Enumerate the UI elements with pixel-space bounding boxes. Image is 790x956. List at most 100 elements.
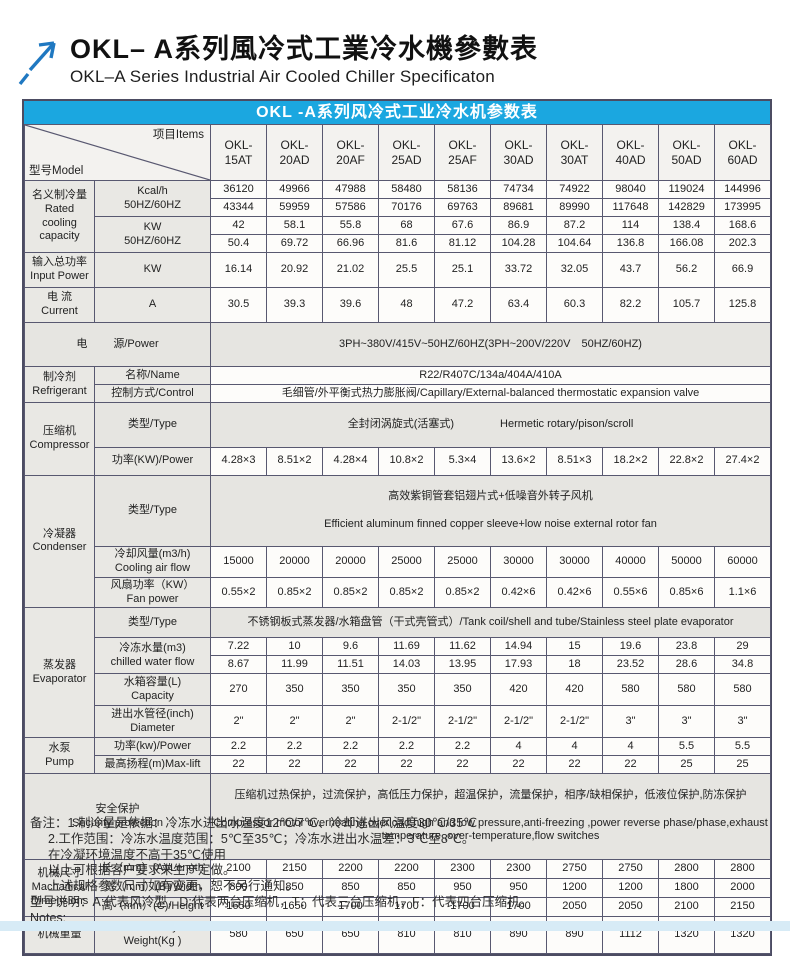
value-cell: 104.28 bbox=[490, 234, 547, 253]
value-cell: 10 bbox=[266, 637, 323, 657]
value-cell: 13.6×2 bbox=[490, 446, 547, 476]
value-cell: 70176 bbox=[378, 198, 435, 217]
value-cell: 2050 bbox=[546, 896, 603, 917]
value-cell: 32.05 bbox=[546, 252, 603, 288]
refrigerant-name-value: R22/R407C/134a/404A/410A bbox=[210, 366, 771, 386]
value-cell: 15 bbox=[546, 637, 603, 657]
rated-category: 名义制冷量 Rated cooling capacity bbox=[24, 180, 95, 253]
rated-kcal-label: Kcal/h 50HZ/60HZ bbox=[94, 180, 211, 217]
power-supply-value: 3PH~380V/415V~50HZ/60HZ(3PH~200V/220V 50… bbox=[210, 321, 771, 368]
value-cell: 25000 bbox=[378, 546, 435, 578]
compressor-type-en: Hermetic rotary/pison/scroll bbox=[500, 418, 634, 430]
value-cell: 1650 bbox=[210, 896, 267, 917]
value-cell: 57586 bbox=[322, 198, 379, 217]
model-column-header: OKL-20AD bbox=[266, 124, 323, 181]
value-cell: 13.95 bbox=[434, 655, 491, 675]
value-cell: 63.4 bbox=[490, 287, 547, 323]
row-condenser-fan: 风扇功率（KW） Fan power 0.55×2 0.85×2 0.85×2 0.8… bbox=[25, 576, 771, 609]
document-header: OKL– A系列風冷式工業冷水機參數表 OKL–A Series Industr… bbox=[18, 34, 538, 88]
dim-height-label: 高（mm）(C)/Height bbox=[94, 896, 211, 917]
value-cell: 22.8×2 bbox=[658, 446, 715, 476]
dim-length-label: 长（mm）(A)/Length bbox=[94, 858, 211, 879]
corner-items-label: 项目Items bbox=[152, 129, 204, 141]
security-value: 压缩机过热保护，过流保护，高低压力保护，超温保护，流量保护，相序/缺相保护，低液… bbox=[210, 773, 771, 860]
refrigerant-control-label: 控制方式/Control bbox=[94, 384, 211, 404]
value-cell: 69.72 bbox=[266, 234, 323, 253]
spec-table-grid: 型号Model 项目Items OKL-15AT OKL-20AD OKL-20AF… bbox=[24, 124, 771, 954]
value-cell: 1.1×6 bbox=[714, 576, 771, 609]
arrow-logo-icon bbox=[18, 41, 56, 86]
value-cell: 1200 bbox=[546, 877, 603, 898]
value-cell: 950 bbox=[434, 877, 491, 898]
value-cell: 125.8 bbox=[714, 287, 771, 323]
input-power-unit: KW bbox=[94, 252, 211, 288]
value-cell: 68 bbox=[378, 216, 435, 235]
current-label: 电 流 Current bbox=[24, 287, 95, 323]
value-cell: 22 bbox=[210, 755, 267, 775]
value-cell: 1650 bbox=[266, 896, 323, 917]
row-evaporator-flow-50: 冷冻水量(m3) chilled water flow 7.22 10 9.6 11.… bbox=[25, 637, 771, 675]
value-cell: 117648 bbox=[602, 198, 659, 217]
value-cell: 25 bbox=[714, 755, 771, 775]
value-cell: 0.85×2 bbox=[378, 576, 435, 609]
header-row: 型号Model 项目Items OKL-15AT OKL-20AD OKL-20AF… bbox=[24, 124, 771, 181]
value-cell: 850 bbox=[266, 877, 323, 898]
value-cell: 39.3 bbox=[266, 287, 323, 323]
value-cell: 18 bbox=[546, 655, 603, 675]
value-cell: 20.92 bbox=[266, 252, 323, 288]
value-cell: 2300 bbox=[434, 858, 491, 879]
value-cell: 11.62 bbox=[434, 637, 491, 657]
page-subtitle: OKL–A Series Industrial Air Cooled Chill… bbox=[70, 67, 495, 87]
value-cell: 58136 bbox=[434, 180, 491, 199]
row-power-supply: 电 源/Power 3PH~380V/415V~50HZ/60HZ(3PH~20… bbox=[24, 321, 771, 368]
value-cell: 2000 bbox=[714, 877, 771, 898]
value-cell: 22 bbox=[266, 755, 323, 775]
value-cell: 25.5 bbox=[378, 252, 435, 288]
value-cell: 0.55×6 bbox=[602, 576, 659, 609]
value-cell: 23.8 bbox=[658, 637, 715, 657]
evaporator-pipe-label: 进出水管径(inch) Diameter bbox=[94, 705, 211, 739]
value-cell: 4 bbox=[490, 737, 547, 757]
value-cell: 43344 bbox=[210, 198, 267, 217]
value-cell: 270 bbox=[210, 673, 267, 707]
value-cell: 14.94 bbox=[490, 637, 547, 657]
notes-block: 备注：1.制冷量是依据：冷冻水进出水温度12℃/7℃、冷却进出风温度30℃/35… bbox=[30, 816, 532, 927]
value-cell: 350 bbox=[434, 673, 491, 707]
row-refrigerant-control: 控制方式/Control 毛细管/外平衡式热力膨胀阀/Capillary/Ext… bbox=[25, 384, 771, 404]
value-cell: 168.6 bbox=[714, 216, 771, 235]
value-cell: 580 bbox=[602, 673, 659, 707]
value-cell: 2750 bbox=[546, 858, 603, 879]
spec-table: OKL -A系列风冷式工业冷水机参数表 型号Model 项目Items OKL-… bbox=[22, 99, 772, 956]
condenser-type-en: Efficient aluminum finned copper sleeve+… bbox=[324, 517, 657, 530]
pump-category: 水泵 Pump bbox=[24, 737, 95, 775]
value-cell: 2200 bbox=[378, 858, 435, 879]
value-cell: 136.8 bbox=[602, 234, 659, 253]
value-cell: 2200 bbox=[322, 858, 379, 879]
value-cell: 104.64 bbox=[546, 234, 603, 253]
value-cell: 2800 bbox=[714, 858, 771, 879]
refrigerant-control-value: 毛细管/外平衡式热力膨胀阀/Capillary/External-balance… bbox=[210, 384, 771, 404]
value-cell: 86.9 bbox=[490, 216, 547, 235]
condenser-type-cn: 高效紫铜管套铝翅片式+低噪音外转子风机 bbox=[388, 490, 593, 503]
corner-model-label: 型号Model bbox=[29, 164, 84, 177]
value-cell: 89990 bbox=[546, 198, 603, 217]
value-cell: 22 bbox=[322, 755, 379, 775]
model-column-header: OKL-15AT bbox=[210, 124, 267, 181]
row-compressor-type: 压缩机 Compressor 类型/Type 全封闭涡旋式(活塞式) Herme… bbox=[24, 402, 771, 476]
value-cell: 2-1/2" bbox=[546, 705, 603, 739]
value-cell: 17.93 bbox=[490, 655, 547, 675]
value-cell: 67.6 bbox=[434, 216, 491, 235]
value-cell: 42 bbox=[210, 216, 267, 235]
note-line: 以上可根据客户要求来生产定做。 bbox=[48, 863, 236, 878]
security-label: 安全保护 Security protection bbox=[24, 773, 211, 860]
evaporator-category: 蒸发器 Evaporator bbox=[24, 607, 95, 739]
value-cell: 22 bbox=[490, 755, 547, 775]
note-line: 上述规格参数尺寸如有变更，恕不另行通知。 bbox=[48, 879, 299, 894]
value-cell: 22 bbox=[378, 755, 435, 775]
value-cell: 33.72 bbox=[490, 252, 547, 288]
value-cell: 2800 bbox=[658, 858, 715, 879]
row-rated-kcal-50: 名义制冷量 Rated cooling capacity Kcal/h 50HZ… bbox=[24, 180, 771, 253]
value-cell: 22 bbox=[546, 755, 603, 775]
value-cell: 20000 bbox=[322, 546, 379, 578]
pump-lift-label: 最高扬程(m)Max-lift bbox=[94, 755, 211, 775]
